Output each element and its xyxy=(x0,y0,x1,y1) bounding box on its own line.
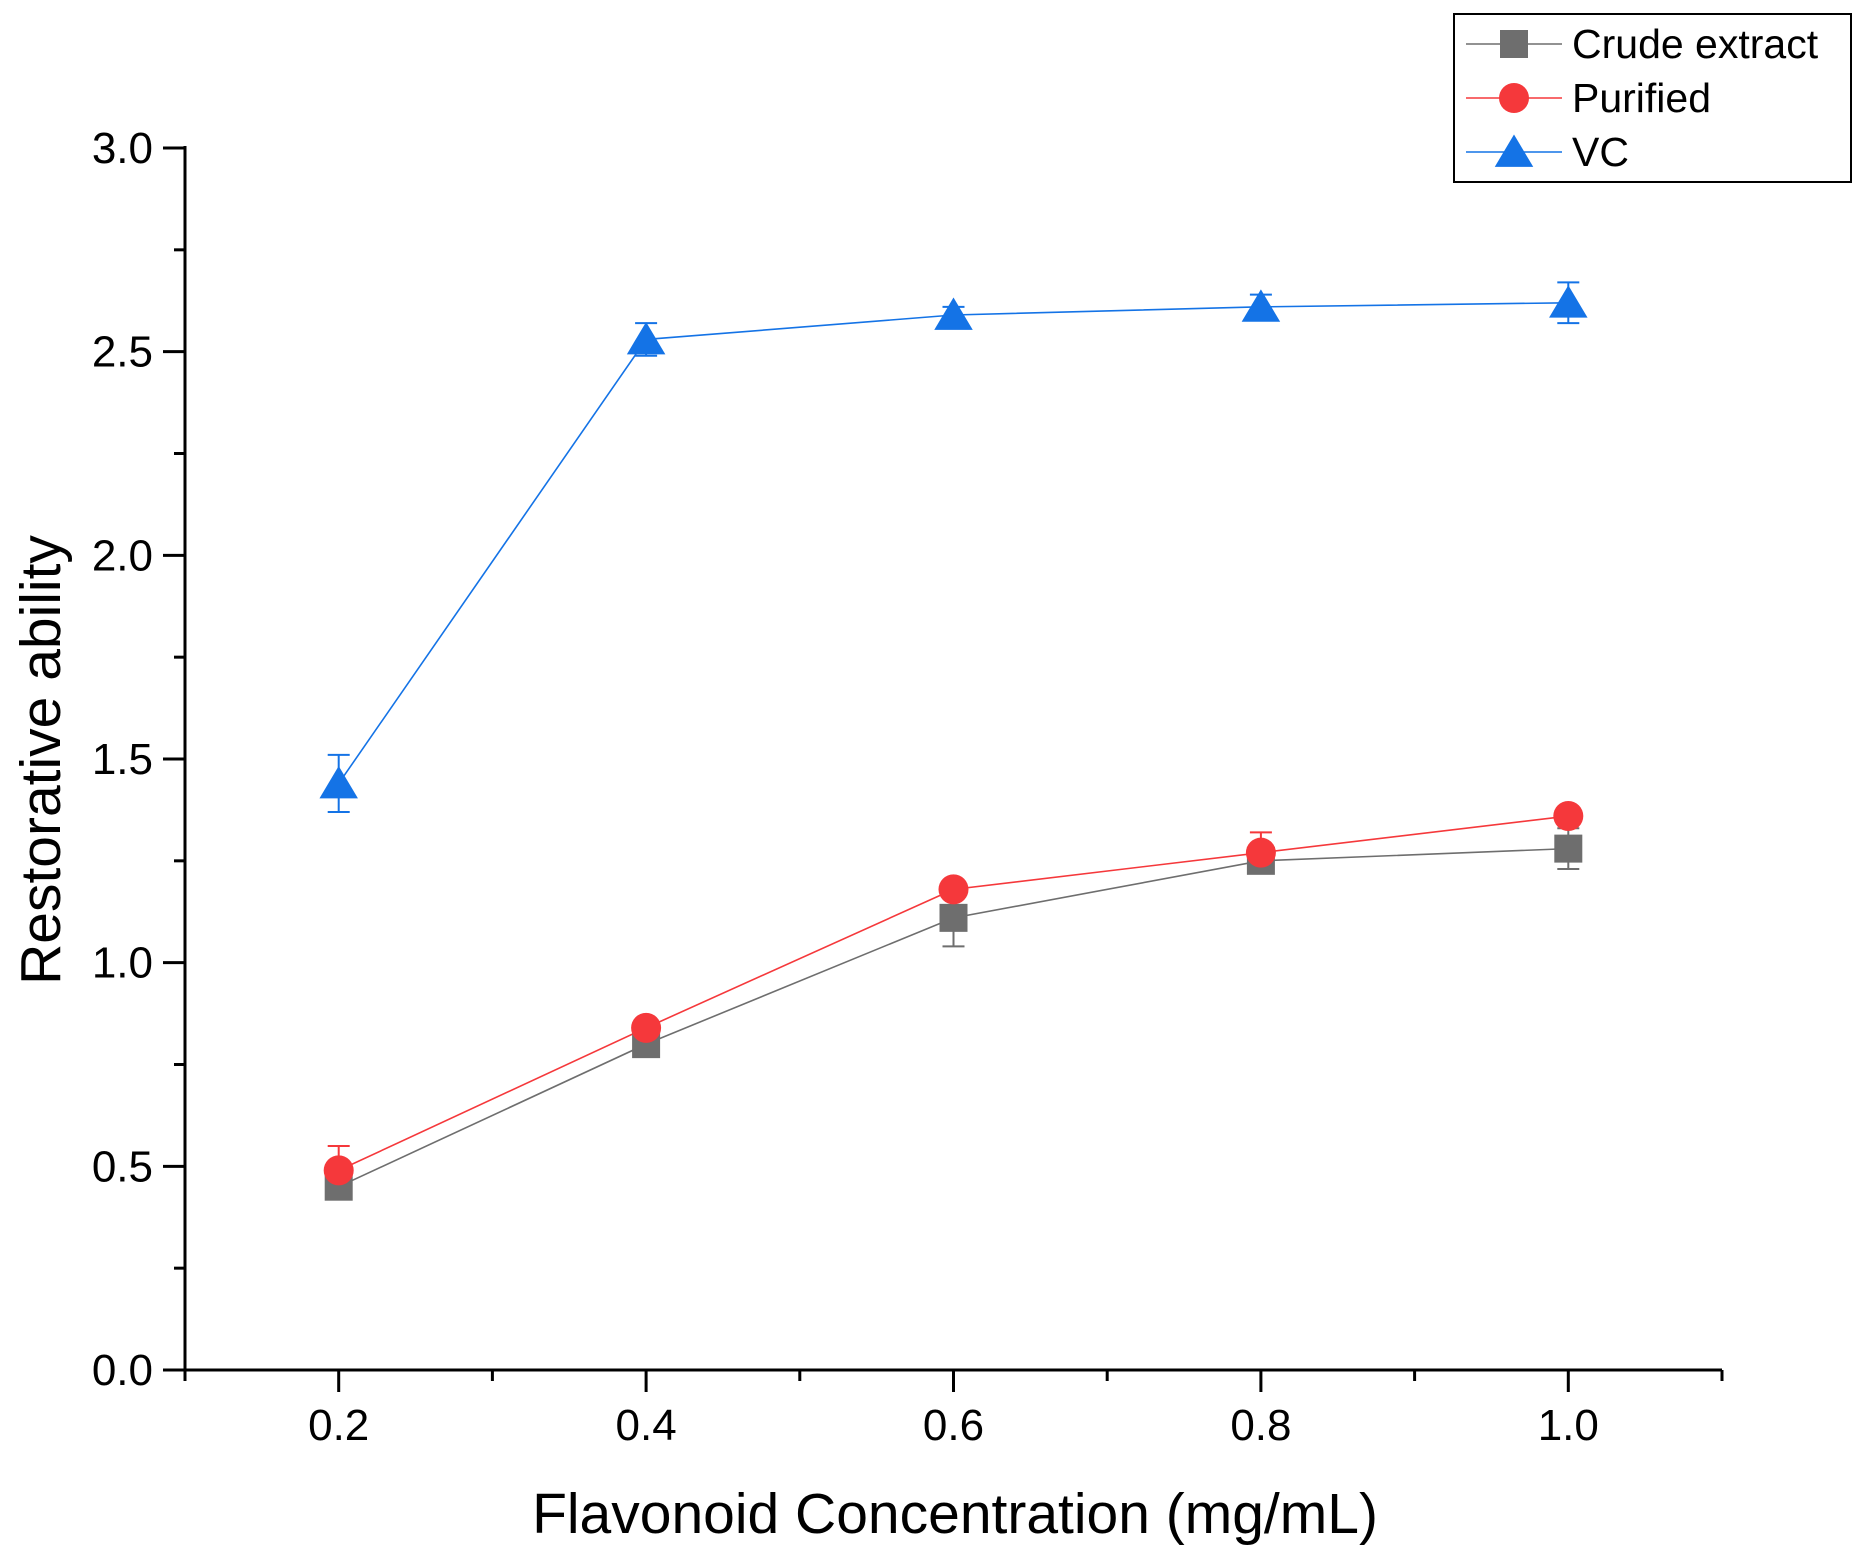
x-tick-label: 0.8 xyxy=(1230,1401,1291,1450)
series-line-vc xyxy=(338,301,1569,784)
legend-label: Crude extract xyxy=(1572,21,1819,67)
data-point xyxy=(1549,285,1588,318)
x-tick-label: 0.4 xyxy=(616,1401,677,1450)
legend-marker xyxy=(1494,134,1534,167)
data-point xyxy=(1245,837,1276,868)
y-tick-label: 1.5 xyxy=(92,735,153,784)
x-tick-label: 0.6 xyxy=(923,1401,984,1450)
data-point xyxy=(323,1155,354,1186)
legend-marker xyxy=(1499,83,1529,113)
data-markers xyxy=(319,285,1588,1201)
y-tick-label: 3.0 xyxy=(92,124,153,173)
series-line-purified xyxy=(338,815,1569,1172)
data-point xyxy=(1241,289,1281,322)
y-tick-label: 2.5 xyxy=(92,328,153,377)
x-axis-title: Flavonoid Concentration (mg/mL) xyxy=(532,1482,1378,1546)
data-point xyxy=(1553,801,1584,832)
error-bars xyxy=(327,281,1580,1196)
y-axis-title: Restorative ability xyxy=(9,535,73,985)
data-point xyxy=(934,297,973,330)
y-tick-label: 0.0 xyxy=(92,1346,153,1395)
legend-label: VC xyxy=(1572,129,1629,175)
x-tick-label: 1.0 xyxy=(1538,1401,1599,1450)
series-lines xyxy=(338,301,1569,1188)
legend-label: Purified xyxy=(1572,75,1711,121)
x-tick-label: 0.2 xyxy=(308,1401,369,1450)
data-point xyxy=(319,765,358,799)
y-tick-label: 2.0 xyxy=(92,531,153,580)
legend: Crude extract Purified VC xyxy=(1453,13,1852,183)
data-point xyxy=(938,874,969,905)
legend-marker xyxy=(1500,30,1528,58)
data-point xyxy=(626,321,666,355)
data-point xyxy=(939,903,968,932)
axes: 0.0 0.5 1.0 1.5 2.0 2.5 3.0 0.2 0.4 0.6 0.8 1.0 xyxy=(92,124,1724,1450)
data-point xyxy=(1554,834,1583,863)
data-point xyxy=(631,1012,662,1043)
y-tick-label: 0.5 xyxy=(92,1142,153,1191)
legend-items: Crude extract Purified VC xyxy=(1466,21,1819,175)
y-tick-label: 1.0 xyxy=(92,939,153,988)
